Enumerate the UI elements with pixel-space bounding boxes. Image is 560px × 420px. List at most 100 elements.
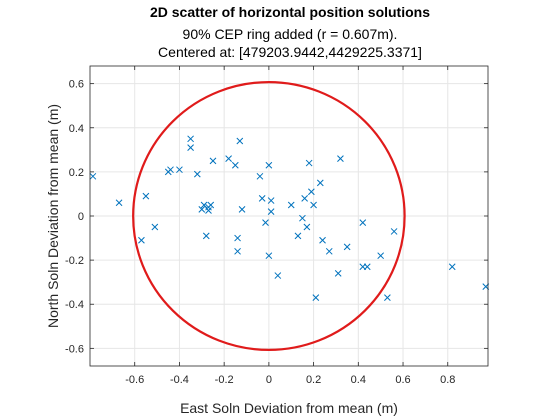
data-point-stroke — [267, 208, 275, 215]
data-point — [207, 201, 215, 209]
data-point-stroke — [305, 159, 313, 167]
data-point — [115, 199, 123, 207]
data-point-stroke — [334, 269, 342, 277]
cep-ring — [132, 81, 406, 351]
data-point — [448, 263, 456, 271]
data-point — [363, 263, 371, 271]
data-point-stroke — [115, 199, 123, 207]
data-point-stroke — [301, 194, 309, 202]
data-point — [305, 159, 313, 167]
data-point — [151, 223, 159, 231]
data-point-stroke — [234, 247, 241, 255]
data-point-stroke — [343, 243, 351, 251]
data-point-stroke — [187, 135, 194, 143]
data-point — [359, 219, 367, 226]
data-point — [390, 228, 398, 235]
data-point-stroke — [176, 166, 183, 174]
data-point — [209, 157, 217, 165]
data-point-stroke — [142, 192, 150, 200]
data-point-stroke — [294, 232, 302, 240]
data-point — [236, 137, 244, 145]
data-point-stroke — [384, 294, 391, 301]
data-point-stroke — [448, 263, 456, 271]
data-point — [303, 223, 311, 231]
x-tick-label: -0.4 — [170, 374, 189, 386]
data-point-stroke — [167, 166, 174, 174]
y-tick-label: 0.6 — [69, 79, 84, 91]
data-point — [294, 232, 302, 240]
y-tick-label: 0.4 — [69, 123, 84, 135]
data-point — [225, 155, 232, 163]
y-tick-label: -0.4 — [65, 299, 84, 311]
data-point — [89, 172, 97, 180]
data-point — [310, 201, 317, 209]
data-point — [312, 294, 320, 301]
x-tick-labels: -0.6 -0.4 -0.2 0 0.2 0.4 0.6 0.8 — [125, 374, 455, 386]
data-point — [256, 172, 264, 180]
data-point — [198, 206, 206, 213]
data-point-stroke — [236, 137, 244, 145]
x-axis-label: East Soln Deviation from mean (m) — [180, 400, 398, 416]
data-point-stroke — [308, 188, 315, 196]
data-point — [187, 144, 194, 151]
y-tick-label: -0.2 — [65, 255, 84, 267]
data-point — [274, 272, 282, 279]
data-point-stroke — [200, 201, 208, 209]
data-point — [193, 170, 201, 178]
data-point — [176, 166, 183, 174]
data-point — [200, 201, 208, 209]
data-point-stroke — [234, 234, 241, 242]
data-point-stroke — [303, 223, 311, 231]
data-point — [262, 219, 269, 226]
y-tick-label: 0 — [78, 211, 84, 223]
plot-area — [89, 65, 490, 367]
data-point — [384, 294, 391, 301]
data-point — [234, 247, 241, 255]
cep-ring-layer — [132, 81, 406, 351]
data-point-stroke — [202, 232, 210, 240]
data-point-stroke — [151, 223, 159, 231]
data-point-stroke — [377, 252, 385, 260]
data-point-stroke — [274, 272, 282, 279]
data-point-stroke — [198, 206, 206, 213]
data-point — [231, 161, 239, 169]
data-point — [299, 214, 306, 222]
data-point-stroke — [359, 219, 367, 226]
data-point-stroke — [312, 294, 320, 301]
y-tick-labels: -0.6 -0.4 -0.2 0 0.2 0.4 0.6 — [65, 79, 84, 356]
data-point-stroke — [299, 214, 306, 222]
data-point — [205, 207, 212, 214]
data-point-stroke — [89, 172, 97, 180]
chart-title: 2D scatter of horizontal position soluti… — [150, 4, 430, 20]
tick-marks — [90, 66, 488, 366]
data-point — [319, 236, 326, 244]
data-point-stroke — [225, 155, 232, 163]
x-tick-label: 0.4 — [351, 374, 366, 386]
data-point — [267, 197, 275, 204]
data-point — [377, 252, 385, 260]
data-point-stroke — [267, 197, 275, 204]
data-point — [337, 155, 344, 163]
data-point — [258, 194, 266, 202]
data-point — [316, 179, 324, 187]
data-point-stroke — [337, 155, 344, 163]
data-point — [142, 192, 150, 200]
data-point-stroke — [238, 206, 246, 213]
data-point — [167, 166, 174, 174]
data-point — [265, 252, 273, 260]
data-point-stroke — [319, 236, 326, 244]
y-tick-label: -0.6 — [65, 343, 84, 355]
x-tick-label: 0.8 — [440, 374, 455, 386]
data-point — [301, 194, 309, 202]
data-point-stroke — [310, 201, 317, 209]
points-layer — [89, 135, 490, 301]
data-point-stroke — [231, 161, 239, 169]
data-point — [138, 236, 145, 244]
data-point — [187, 135, 194, 143]
data-point-stroke — [363, 263, 371, 271]
x-tick-label: -0.6 — [125, 374, 144, 386]
data-point — [343, 243, 351, 251]
data-point — [265, 161, 273, 169]
data-point-stroke — [207, 201, 215, 209]
